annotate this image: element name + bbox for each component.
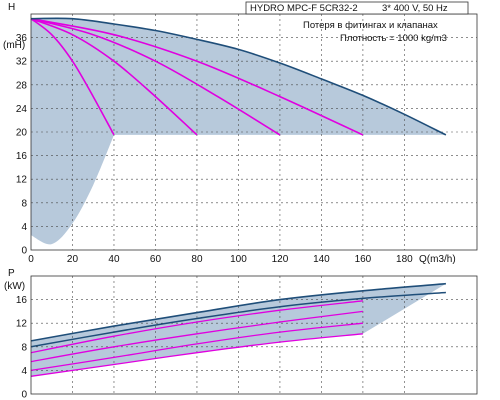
model-label: HYDRO MPC-F 5CR32-2 <box>250 3 358 14</box>
flow-tick-label: 120 <box>272 254 289 265</box>
head-axis-unit: (mH) <box>3 40 25 51</box>
head-tick-label: 36 <box>16 33 28 44</box>
head-pump-curve-4 <box>30 17 364 136</box>
head-tick-label: 0 <box>21 246 27 257</box>
power-tick-label: 16 <box>16 295 28 306</box>
power-tick-label: 12 <box>16 319 28 330</box>
head-operating-area <box>31 18 446 245</box>
power-axis-title: P <box>8 268 15 279</box>
head-tick-label: 16 <box>16 151 28 162</box>
flow-tick-label: 20 <box>67 254 79 265</box>
density-note: Плотность = 1000 kg/m3 <box>340 33 447 44</box>
head-tick-label: 24 <box>16 104 28 115</box>
flow-tick-label: 40 <box>108 254 120 265</box>
head-pump-curve-3 <box>30 17 281 136</box>
head-chart: 0 20 40 60 80 100 120 140 160 180 0 4 8 12 16 20 24 28 32 3… <box>16 13 478 265</box>
power-chart: 0 4 8 12 16 <box>16 275 478 400</box>
head-tick-label: 32 <box>16 57 28 68</box>
power-pump-curve-4 <box>30 333 363 377</box>
supply-label: 3* 400 V, 50 Hz <box>382 3 448 14</box>
power-pump-curve-2 <box>30 310 363 363</box>
power-axis-unit: (kW) <box>4 281 25 292</box>
power-tick-label: 8 <box>21 342 27 353</box>
flow-axis-title: Q(m3/h) <box>419 254 456 265</box>
head-tick-label: 28 <box>16 80 28 91</box>
power-operating-area <box>31 283 446 377</box>
power-max-curve <box>30 282 446 342</box>
power-second-curve <box>30 291 446 348</box>
flow-tick-label: 60 <box>150 254 162 265</box>
losses-note: Потеря в фитингах и клапанах <box>303 20 438 31</box>
head-tick-label: 8 <box>21 198 27 209</box>
power-pump-curve-3 <box>30 322 363 372</box>
chart-labels: H (mH) Q(m3/h) P (kW) HYDRO MPC-F 5CR32-… <box>3 1 469 292</box>
model-info-box <box>245 1 469 15</box>
flow-tick-label: 80 <box>191 254 203 265</box>
flow-tick-label: 160 <box>355 254 372 265</box>
head-tick-label: 4 <box>21 222 27 233</box>
head-max-curve <box>30 17 447 136</box>
power-tick-label: 0 <box>21 390 27 400</box>
flow-tick-label: 100 <box>230 254 247 265</box>
head-tick-label: 12 <box>16 175 28 186</box>
head-pump-curve-2 <box>30 17 198 136</box>
power-pump-curve-1 <box>30 300 363 354</box>
head-axis-title: H <box>8 2 15 13</box>
head-pump-curve-1 <box>30 18 115 136</box>
power-plot-frame <box>30 275 478 395</box>
head-tick-label: 20 <box>16 128 28 139</box>
flow-tick-label: 0 <box>28 254 34 265</box>
flow-tick-label: 140 <box>313 254 330 265</box>
power-tick-label: 4 <box>21 366 27 377</box>
flow-tick-label: 180 <box>396 254 413 265</box>
